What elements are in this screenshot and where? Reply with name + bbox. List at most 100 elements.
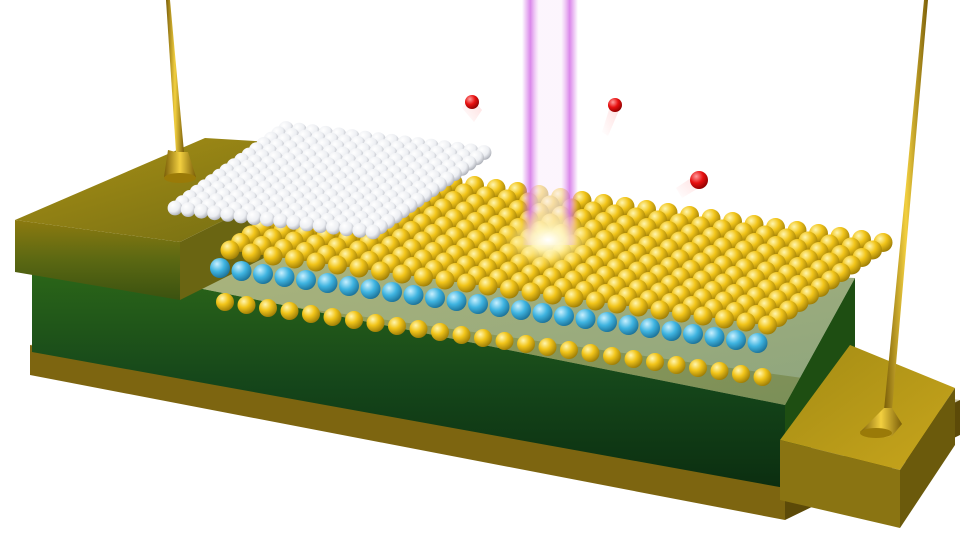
blue-atom (468, 294, 488, 314)
gold-atom (392, 264, 412, 284)
gold-atom (693, 306, 713, 326)
right-probe-tip-icon (860, 0, 928, 438)
blue-atom (382, 282, 402, 302)
gold-atom (500, 279, 519, 299)
gold-atom (323, 308, 342, 326)
gold-atom (564, 288, 584, 308)
white-atom (326, 219, 341, 235)
gold-atom (586, 291, 605, 311)
gold-atom (474, 329, 492, 347)
gold-atom (366, 314, 385, 332)
blue-atom (726, 330, 746, 350)
blue-atom (597, 312, 617, 332)
gold-atom (624, 350, 643, 368)
white-atom (352, 223, 368, 238)
white-atom (167, 200, 183, 216)
gold-atom (538, 338, 557, 356)
gold-atom (646, 353, 664, 371)
white-atom (180, 202, 196, 218)
white-atom (207, 205, 223, 221)
gold-atom (672, 303, 691, 323)
gold-atom (435, 270, 455, 290)
blue-atom (253, 264, 273, 284)
white-atom (339, 221, 354, 237)
blue-atom (704, 327, 725, 347)
blue-atom (489, 297, 510, 317)
gold-atom (710, 362, 729, 380)
white-atom (312, 218, 328, 234)
gold-atom (452, 326, 471, 344)
gold-atom (560, 341, 578, 359)
gold-atom (409, 320, 428, 338)
gold-atom (259, 299, 277, 317)
gold-atom (328, 255, 347, 275)
gold-atom (715, 309, 734, 329)
gold-atom (667, 356, 686, 374)
blue-atom (425, 288, 445, 308)
gold-atom (242, 243, 261, 263)
gold-atom (457, 273, 476, 293)
gold-atom (629, 297, 648, 317)
gold-atom (414, 267, 433, 287)
white-atom (260, 211, 275, 227)
white-atom (273, 213, 288, 229)
blue-atom (661, 321, 682, 341)
blue-atom (554, 306, 574, 326)
gold-atom (758, 315, 777, 335)
emitted-particle-icon (690, 171, 708, 189)
gold-atom (263, 246, 283, 266)
gold-atom (521, 282, 541, 302)
blue-atom (532, 303, 553, 323)
white-atom (233, 208, 249, 224)
blue-atom (231, 261, 252, 281)
blue-atom (317, 273, 338, 293)
white-atom (365, 224, 381, 240)
white-atom (286, 215, 302, 230)
gold-atom (543, 285, 562, 305)
gold-atom (302, 305, 320, 323)
blue-atom (274, 267, 295, 287)
gold-atom (388, 317, 406, 335)
gold-atom (517, 335, 535, 353)
emitted-particle-icon (465, 95, 479, 109)
gold-atom (732, 365, 750, 383)
gold-atom (431, 323, 449, 341)
right-electrode-pad (780, 345, 955, 528)
blue-atom (296, 270, 316, 290)
gold-atom (603, 347, 621, 365)
gold-atom (216, 293, 234, 311)
blue-atom (618, 315, 639, 335)
white-atom (246, 210, 262, 226)
gold-atom (237, 296, 256, 314)
gold-atom (581, 344, 600, 362)
overlayer-lattice (167, 121, 492, 240)
gold-atom (280, 302, 299, 320)
emitted-particles (462, 95, 708, 198)
blue-atom (446, 291, 467, 311)
blue-atom (360, 279, 381, 299)
gold-atom (753, 368, 772, 386)
gold-atom (495, 332, 514, 350)
gold-atom (285, 249, 304, 269)
blue-atom (339, 276, 359, 296)
white-atom (220, 207, 236, 222)
gold-atom (689, 359, 707, 377)
gold-atom (220, 240, 240, 260)
blue-atom (747, 333, 768, 353)
white-atom (299, 216, 315, 232)
blue-atom (210, 258, 230, 278)
blue-atom (575, 309, 596, 329)
blue-atom (511, 300, 531, 320)
light-beam-icon (500, 0, 596, 270)
gold-atom (650, 300, 670, 320)
blue-atom (640, 318, 660, 338)
gold-atom (607, 294, 627, 314)
blue-atom (683, 324, 703, 344)
gold-atom (306, 252, 326, 272)
blue-atom (403, 285, 424, 305)
gold-atom (736, 312, 756, 332)
left-probe-tip-icon (164, 0, 196, 183)
emitted-particle-icon (608, 98, 622, 112)
